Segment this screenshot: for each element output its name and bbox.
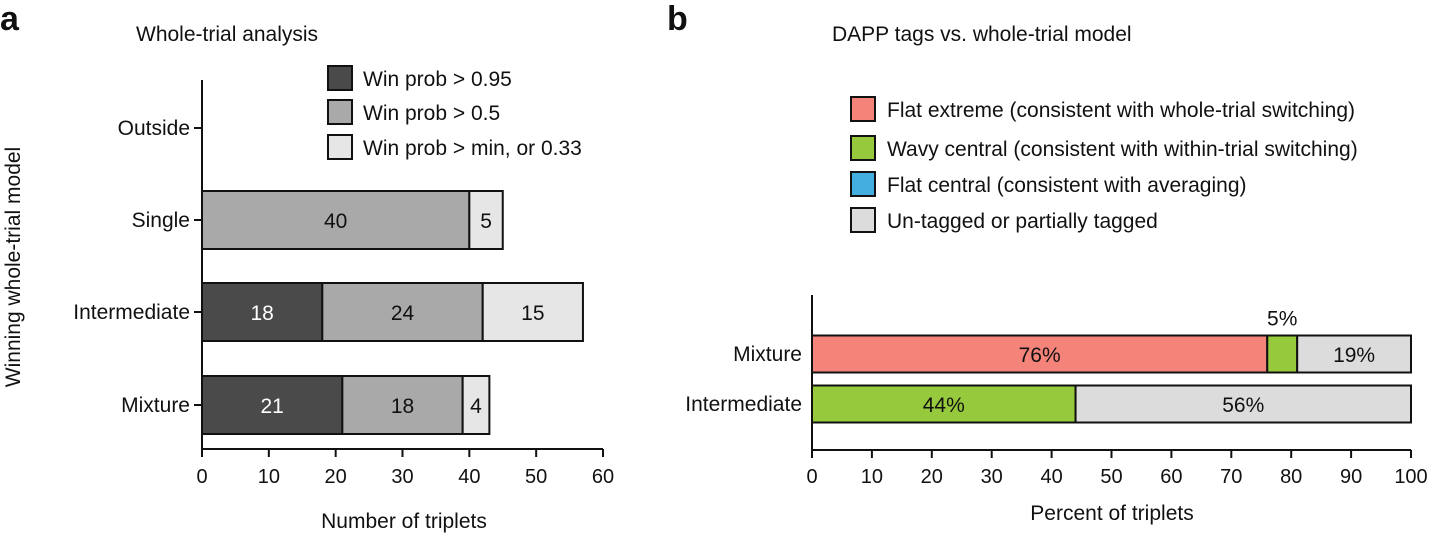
panel-a-bar-intermediate-s2: [481, 282, 584, 342]
panel-a-bar-intermediate-s1: [321, 282, 484, 342]
panel-a-bar-mixture-s1: [341, 375, 464, 435]
panel-a-bar-value: 15: [521, 302, 544, 325]
panel-a-letter: a: [0, 0, 20, 38]
panel-b-x-tick-label: 80: [1280, 466, 1302, 488]
panel-a-title: Whole-trial analysis: [136, 23, 318, 46]
panel-a-bar-value: 21: [260, 395, 283, 418]
panel-a-legend-label: Win prob > min, or 0.33: [363, 137, 582, 160]
panel-a-bar-value: 5: [480, 210, 492, 233]
panel-a-x-tick-label: 0: [196, 466, 207, 488]
panel-b-plot: 0 10 20 30 40 50 60 70 80 90 100 Mixture 76% 5% 19% Int…: [685, 96, 1428, 488]
panel-b-legend-label: Un-tagged or partially tagged: [887, 210, 1158, 233]
panel-b-bar-value: 5%: [1267, 308, 1297, 331]
panel-b-x-tick-label: 20: [921, 466, 943, 488]
panel-b-x-tick-label: 30: [981, 466, 1003, 488]
panel-a-bar-value: 40: [324, 210, 347, 233]
panel-a-category-label: Outside: [118, 117, 190, 140]
panel-a-x-tick-label: 50: [525, 466, 547, 488]
panel-b-bar-value: 44%: [923, 394, 965, 417]
panel-a-x-tick-label: 20: [325, 466, 347, 488]
panel-b-x-tick-label: 90: [1340, 466, 1362, 488]
panel-a-x-axis-label: Number of triplets: [321, 510, 487, 533]
panel-a-bar-single-s2: [468, 190, 504, 250]
panel-b-category-label: Mixture: [733, 343, 802, 366]
panel-b-legend-swatch: [850, 207, 876, 233]
panel-a-legend-swatch: [327, 65, 353, 91]
panel-b-category-label: Intermediate: [685, 393, 802, 416]
panel-a-y-axis-label: Winning whole-trial model: [2, 147, 25, 387]
panel-b-legend-swatch: [850, 135, 876, 161]
panel-b-legend-label: Flat central (consistent with averaging): [887, 174, 1247, 197]
panel-b-legend-label: Flat extreme (consistent with whole-tria…: [887, 99, 1355, 122]
panel-b-x-tick-label: 0: [806, 466, 817, 488]
panel-b-x-tick-label: 10: [861, 466, 883, 488]
panel-a-bar-value: 18: [391, 395, 414, 418]
panel-a-bar-single-s1: [201, 190, 471, 250]
panel-b-legend-swatch: [850, 171, 876, 197]
panel-b-x-tick-label: 40: [1040, 466, 1062, 488]
panel-a-bar-value: 18: [250, 302, 273, 325]
panel-a-x-tick-label: 60: [592, 466, 614, 488]
panel-a-x-tick-label: 40: [458, 466, 480, 488]
panel-a-bar-mixture-s0: [201, 375, 344, 435]
panel-b-title: DAPP tags vs. whole-trial model: [832, 23, 1132, 46]
panel-a-legend-label: Win prob > 0.5: [363, 102, 500, 125]
panel-a-x-tick-label: 10: [258, 466, 280, 488]
panel-a-plot: 0 10 20 30 40 50 60 Outside Single 40 5 Intermediat…: [73, 65, 614, 488]
panel-b-legend-label: Wavy central (consistent with within-tri…: [887, 138, 1358, 161]
panel-b-bar-mixture-s3: [1296, 334, 1412, 374]
panel-a-category-label: Mixture: [121, 394, 190, 417]
panel-a-legend-swatch: [327, 134, 353, 160]
panel-b-x-tick-label: 70: [1220, 466, 1242, 488]
panel-b-legend-swatch: [850, 96, 876, 122]
panel-b-x-tick-label: 60: [1160, 466, 1182, 488]
panel-a-legend-label: Win prob > 0.95: [363, 68, 512, 91]
panel-a-bar-value: 4: [470, 395, 482, 418]
panel-a-category-label: Single: [132, 209, 190, 232]
panel-b-letter: b: [667, 0, 688, 38]
panel-b-bar-mixture-s1: [1266, 334, 1299, 374]
panel-a-bar-mixture-s2: [461, 375, 491, 435]
panel-b-bar-intermediate-s3: [1074, 384, 1413, 424]
panel-b-bar-value: 56%: [1222, 394, 1264, 417]
panel-b-bar-value: 19%: [1333, 344, 1375, 367]
panel-b-x-axis-label: Percent of triplets: [1030, 502, 1193, 525]
panel-b-bar-value: 76%: [1019, 344, 1061, 367]
panel-b-x-tick-label: 50: [1100, 466, 1122, 488]
panel-a-category-label: Intermediate: [73, 301, 190, 324]
panel-a-x-tick-label: 30: [391, 466, 413, 488]
panel-a-legend-swatch: [327, 99, 353, 125]
panel-a-bar-intermediate-s0: [201, 282, 324, 342]
panel-b-x-tick-label: 100: [1394, 466, 1427, 488]
panel-a-bar-value: 24: [391, 302, 415, 325]
panel-b-bar-intermediate-s1: [811, 384, 1077, 424]
